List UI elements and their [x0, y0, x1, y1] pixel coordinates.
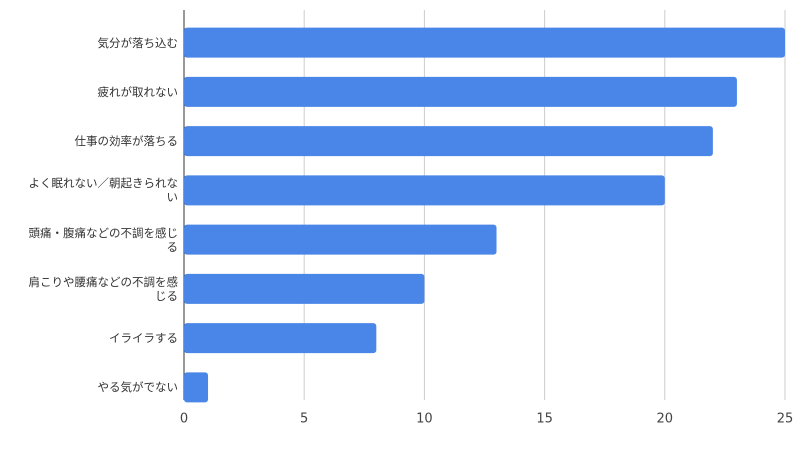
bar — [184, 175, 665, 206]
y-tick-label: 疲れが取れない — [97, 84, 179, 99]
bar — [184, 273, 425, 304]
x-tick-label: 0 — [180, 412, 188, 427]
x-tick-label: 15 — [536, 412, 553, 427]
y-tick-label: やる気がでない — [97, 380, 179, 395]
y-tick-label: 肩こりや腰痛などの不調を感じる — [28, 274, 179, 303]
bar — [184, 27, 785, 58]
bar — [184, 76, 737, 107]
y-tick-label: 仕事の効率が落ちる — [74, 134, 179, 149]
y-tick-label: 頭痛・腹痛などの不調を感じる — [28, 225, 179, 254]
y-tick-label: イライラする — [109, 331, 178, 346]
x-tick-label: 20 — [657, 412, 674, 427]
y-tick-label: 気分が落ち込む — [97, 35, 179, 50]
bar — [184, 224, 497, 255]
bar — [184, 126, 713, 157]
y-tick-label: よく眠れない／朝起きられない — [28, 176, 179, 205]
x-tick-label: 5 — [300, 412, 308, 427]
bar — [184, 323, 377, 354]
x-tick-label: 10 — [416, 412, 433, 427]
x-tick-label: 25 — [777, 412, 794, 427]
bar — [184, 372, 209, 403]
